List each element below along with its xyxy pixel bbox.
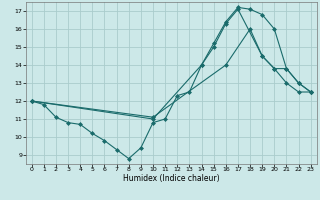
X-axis label: Humidex (Indice chaleur): Humidex (Indice chaleur) (123, 174, 220, 183)
